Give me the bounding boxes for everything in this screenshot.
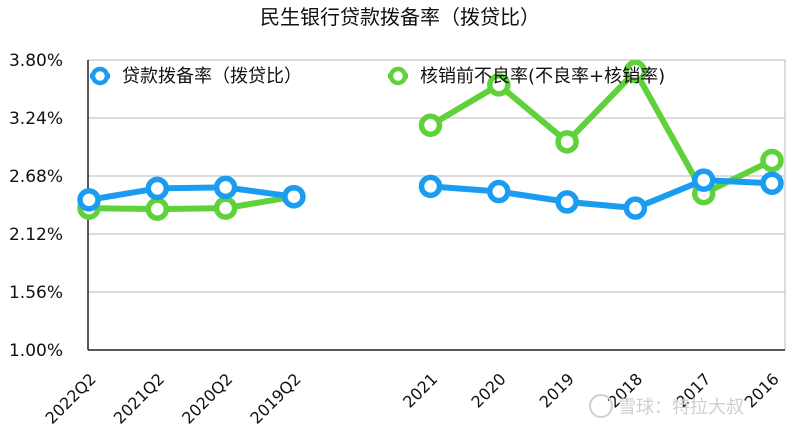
- watermark: 雪球：特拉大叔: [589, 394, 744, 418]
- x-tick-label: 2016: [741, 369, 783, 411]
- x-tick-label: 2021: [399, 369, 441, 411]
- data-point: [691, 168, 716, 192]
- legend-marker-icon: [90, 66, 110, 86]
- legend-label: 贷款拨备率（拨贷比）: [122, 66, 302, 87]
- data-point: [77, 188, 101, 212]
- x-tick-label: 2019Q2: [246, 369, 304, 427]
- y-tick-label: 1.56%: [9, 283, 63, 303]
- x-tick-label: 2020: [467, 369, 509, 411]
- series-line: [427, 68, 775, 197]
- y-tick-label: 3.80%: [9, 51, 63, 71]
- data-point: [487, 179, 511, 204]
- legend-label: 核销前不良率(不良率+核销率): [420, 66, 665, 87]
- y-tick-label: 2.68%: [9, 167, 63, 187]
- legend-marker-icon: [388, 66, 408, 86]
- x-tick-label: 2021Q2: [110, 369, 168, 427]
- grid: [88, 59, 786, 350]
- legend: 贷款拨备率（拨贷比） 核销前不良率(不良率+核销率): [90, 66, 665, 87]
- y-tick-label: 3.24%: [9, 109, 63, 129]
- data-point: [555, 190, 579, 214]
- watermark-text: 雪球：特拉大叔: [618, 397, 744, 418]
- data-point: [145, 176, 170, 201]
- data-point: [213, 175, 238, 200]
- legend-item: 贷款拨备率（拨贷比）: [90, 66, 302, 87]
- x-tick-label: 2022Q2: [41, 369, 99, 427]
- data-point: [418, 174, 443, 199]
- data-point: [213, 196, 238, 220]
- series-line: [86, 184, 297, 203]
- data-point: [418, 113, 443, 137]
- series-line: [86, 193, 297, 213]
- data-point: [555, 130, 579, 154]
- data-point: [760, 171, 784, 195]
- data-point: [487, 73, 511, 97]
- data-point: [623, 196, 648, 220]
- legend-item: 核销前不良率(不良率+核销率): [388, 66, 665, 87]
- x-tick-label: 2019: [536, 369, 578, 411]
- data-point: [145, 197, 170, 221]
- y-tick-label: 1.00%: [9, 341, 63, 361]
- y-tick-label: 2.12%: [9, 225, 63, 245]
- watermark-logo-icon: [589, 394, 613, 418]
- data-point: [760, 148, 784, 173]
- chart-title: 民生银行贷款拨备率（拨贷比）: [260, 5, 540, 29]
- axes: 1.00%1.56%2.12%2.68%3.24%3.80%2022Q2 2021…: [9, 51, 785, 428]
- data-point: [282, 184, 306, 209]
- x-tick-label: 2020Q2: [178, 369, 236, 427]
- series-1: [77, 168, 784, 220]
- data-point: [623, 59, 648, 84]
- series-layer: [77, 59, 784, 221]
